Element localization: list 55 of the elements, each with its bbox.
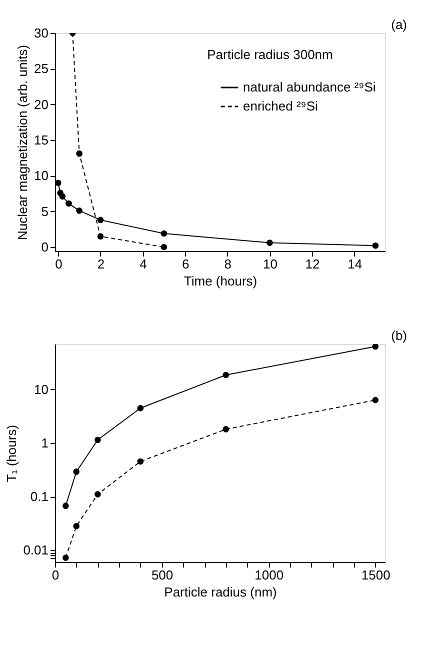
- annotation: Particle radius 300nm: [207, 47, 333, 62]
- point: [372, 396, 379, 404]
- point: [160, 230, 168, 237]
- x-axis-title: Time (hours): [184, 274, 258, 288]
- y-tick-label: 10: [34, 168, 48, 184]
- point: [97, 233, 104, 240]
- point: [137, 404, 144, 412]
- point: [372, 344, 379, 350]
- y-tick-label: 15: [34, 132, 48, 148]
- x-tick-label: 1000: [254, 568, 284, 582]
- x-tick-label: 14: [348, 256, 362, 272]
- y-tick-label: 0.01: [23, 542, 48, 558]
- point: [76, 208, 82, 214]
- x-tick-label: 0: [52, 568, 60, 582]
- y-tick-label: 30: [34, 26, 48, 40]
- x-tick-label: 8: [224, 256, 232, 272]
- point: [222, 372, 230, 378]
- point: [62, 554, 69, 561]
- point: [73, 468, 80, 475]
- x-tick-label: 6: [182, 256, 190, 272]
- point: [73, 522, 80, 530]
- point: [62, 502, 69, 509]
- y-tick-label: 10: [34, 382, 48, 397]
- y-tick-label: 0.1: [30, 489, 48, 504]
- point: [59, 193, 66, 200]
- x-tick-label: 500: [151, 568, 174, 582]
- point: [266, 240, 273, 246]
- point: [372, 242, 379, 249]
- x-tick-label: 1500: [361, 568, 390, 582]
- point: [160, 244, 168, 250]
- x-axis-title: Particle radius (nm): [164, 584, 277, 600]
- y-axis-title: Nuclear magnetization (arb. units): [15, 44, 30, 240]
- point: [66, 200, 72, 207]
- point: [94, 491, 101, 498]
- point: [76, 150, 82, 157]
- y-tick-label: 5: [41, 204, 48, 219]
- legend-label: natural abundance ²⁹Si: [243, 80, 376, 94]
- point: [55, 180, 62, 186]
- y-tick-label: 20: [34, 96, 48, 112]
- x-tick-label: 12: [305, 256, 320, 272]
- y-axis-title: T₁ (hours): [4, 424, 20, 482]
- y-tick-label: 25: [34, 61, 48, 76]
- x-tick-label: 10: [262, 256, 278, 272]
- y-tick-label: 1: [41, 435, 48, 450]
- text: (a): [391, 17, 407, 32]
- x-tick-label: 4: [140, 256, 147, 272]
- point: [97, 216, 104, 224]
- point: [94, 436, 101, 444]
- point: [222, 426, 230, 432]
- y-tick-label: 0: [41, 240, 48, 255]
- x-tick-label: 0: [55, 256, 62, 272]
- point: [137, 458, 144, 465]
- legend-label: enriched ²⁹Si: [243, 98, 318, 114]
- text: (b): [391, 328, 407, 343]
- x-tick-label: 2: [97, 256, 105, 272]
